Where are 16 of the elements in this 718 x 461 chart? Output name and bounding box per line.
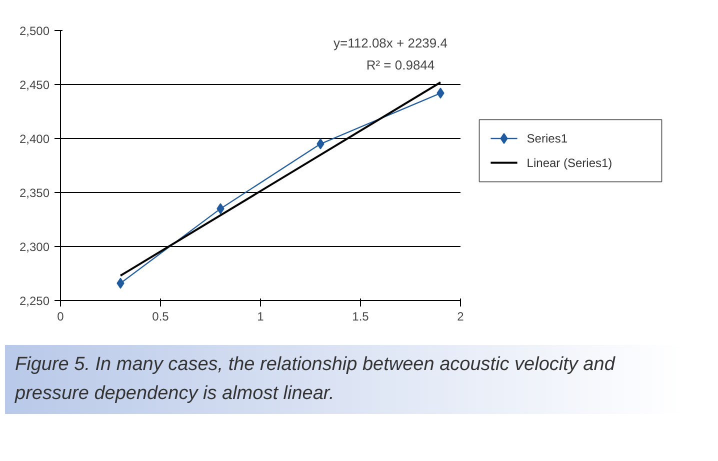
x-tick-label: 1.5 — [352, 310, 370, 324]
y-tick-label: 2,250 — [19, 294, 50, 308]
x-tick-label: 2 — [457, 310, 464, 324]
y-tick-label: 2,300 — [19, 240, 50, 254]
annotation: y=112.08x + 2239.4 — [334, 36, 448, 50]
x-tick-label: 1 — [257, 310, 264, 324]
y-tick-label: 2,500 — [19, 24, 50, 38]
caption: Figure 5. In many cases, the relationship between acoustic velocity and pressure dependency is almost linear. — [15, 353, 616, 406]
legend-label: Series1 — [526, 132, 568, 146]
x-tick-label: 0 — [57, 310, 64, 324]
y-tick-label: 2,400 — [19, 132, 50, 146]
legend-label: Linear (Series1) — [526, 156, 612, 170]
y-tick-label: 2,350 — [19, 186, 50, 200]
annotation: R² = 0.9844 — [366, 58, 435, 72]
y-tick-label: 2,450 — [19, 78, 50, 92]
x-tick-label: 0.5 — [152, 310, 170, 324]
